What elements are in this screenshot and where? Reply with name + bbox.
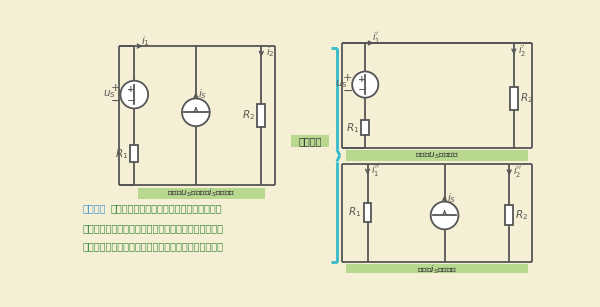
Text: $R_1$: $R_1$ <box>348 205 361 219</box>
Text: ：对于线性电路，任何一条支路的电流，都: ：对于线性电路，任何一条支路的电流，都 <box>110 203 222 213</box>
Bar <box>130 146 138 162</box>
Text: 作用时，在此支路中所产生的电流（电压）的代数和。: 作用时，在此支路中所产生的电流（电压）的代数和。 <box>83 241 224 251</box>
Text: $u_S$: $u_S$ <box>103 89 116 100</box>
Text: −: − <box>127 96 136 106</box>
Circle shape <box>352 72 379 98</box>
Text: 可以看成是由电路中各个电源（电压源或电流源）分别: 可以看成是由电路中各个电源（电压源或电流源）分别 <box>83 223 224 233</box>
Text: $i_2''$: $i_2''$ <box>513 164 522 179</box>
Text: $i_1'$: $i_1'$ <box>372 30 380 45</box>
Text: $i_1$: $i_1$ <box>140 34 149 48</box>
Text: $u_S$: $u_S$ <box>335 79 348 91</box>
Text: $R_2$: $R_2$ <box>515 208 529 222</box>
Bar <box>346 150 529 161</box>
Text: −: − <box>342 85 353 98</box>
Text: 电压源$u_S$和电流源$i_S$一起作用: 电压源$u_S$和电流源$i_S$一起作用 <box>167 187 236 200</box>
Bar <box>290 135 329 147</box>
Circle shape <box>431 202 458 229</box>
Bar <box>510 87 518 110</box>
Text: $i_S$: $i_S$ <box>198 87 208 101</box>
Text: −: − <box>110 95 121 108</box>
Text: +: + <box>343 73 352 83</box>
Text: $R_1$: $R_1$ <box>115 147 128 161</box>
Text: 电流源$i_S$单独作用: 电流源$i_S$单独作用 <box>417 263 458 276</box>
Text: −: − <box>358 85 367 95</box>
Bar <box>138 188 265 199</box>
Text: $R_1$: $R_1$ <box>346 121 359 134</box>
Text: +: + <box>127 85 135 94</box>
Bar <box>257 104 265 127</box>
Bar <box>346 264 529 275</box>
Text: $R_2$: $R_2$ <box>520 91 533 105</box>
Text: $i_S$: $i_S$ <box>447 191 456 205</box>
Text: 叠加定理: 叠加定理 <box>83 203 106 213</box>
Circle shape <box>121 81 148 108</box>
Circle shape <box>182 99 210 126</box>
Text: +: + <box>358 76 366 84</box>
Text: $i_2$: $i_2$ <box>266 45 275 59</box>
Bar <box>505 205 513 225</box>
Text: 叠加定理: 叠加定理 <box>298 136 322 146</box>
Bar <box>361 120 369 135</box>
Bar <box>364 203 371 222</box>
Text: +: + <box>111 83 121 93</box>
Text: $R_2$: $R_2$ <box>242 108 255 122</box>
Text: 电压源$u_S$单独作用: 电压源$u_S$单独作用 <box>415 150 459 161</box>
Text: $i_1''$: $i_1''$ <box>371 163 380 178</box>
Text: $i_2'$: $i_2'$ <box>518 43 526 58</box>
